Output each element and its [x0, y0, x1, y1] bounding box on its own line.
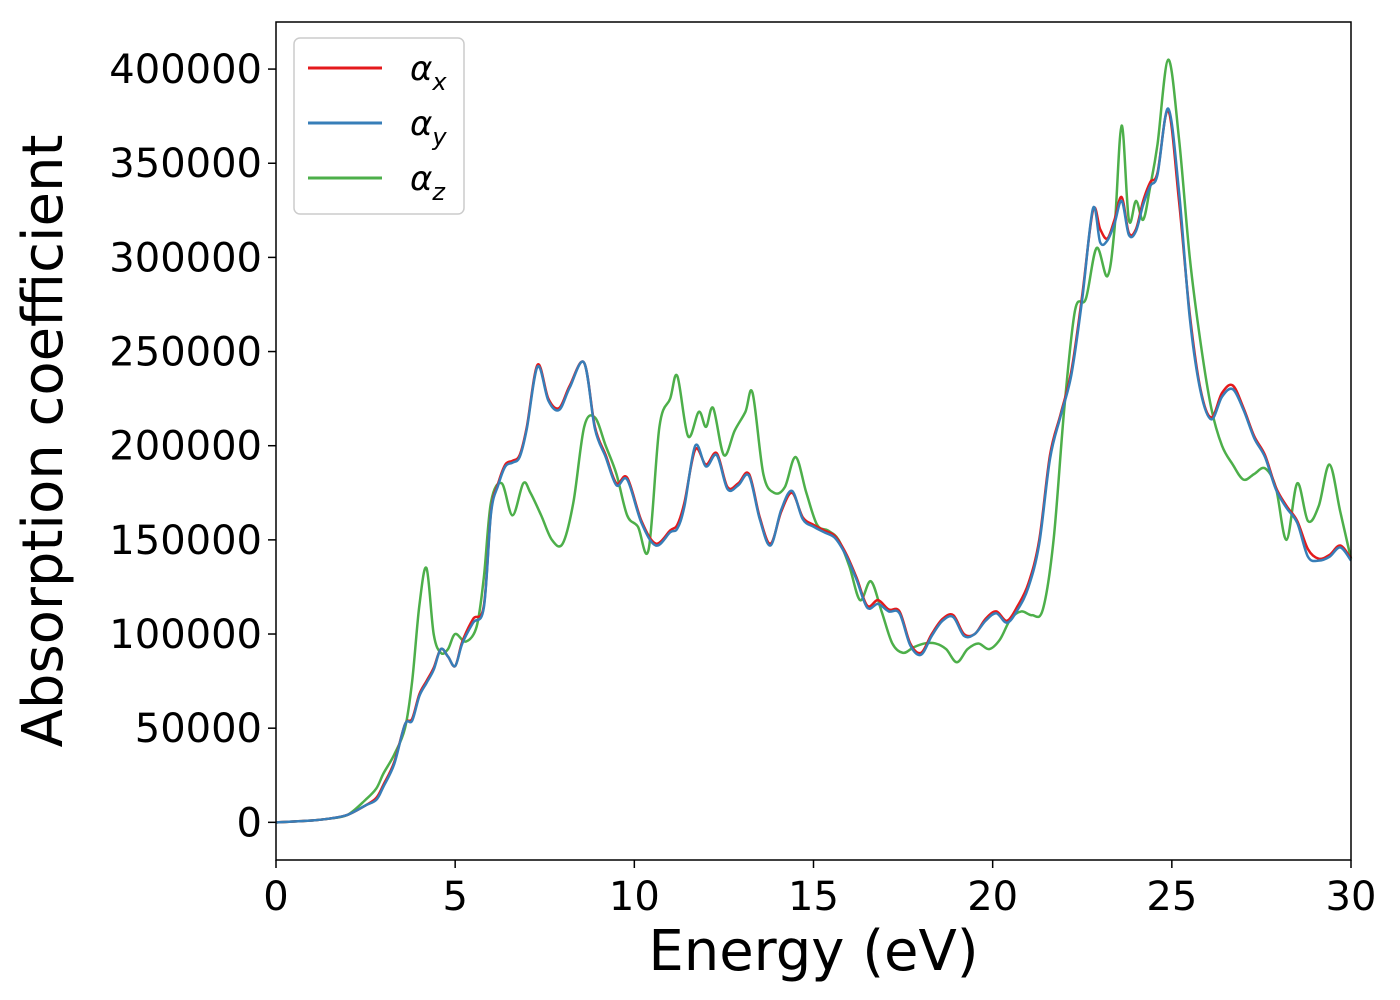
- legend-label-subscript: x: [431, 68, 447, 96]
- legend-label-base: α: [410, 49, 432, 89]
- series-layer: [275, 58, 1353, 824]
- y-tick-label: 50000: [135, 706, 262, 752]
- x-tick-label: 0: [263, 874, 288, 920]
- legend-label-base: α: [410, 104, 432, 144]
- legend-label-y: αy: [410, 104, 447, 151]
- y-tick-label: 0: [237, 800, 262, 846]
- y-tick-label: 300000: [109, 235, 262, 281]
- y-tick-label: 350000: [109, 141, 262, 187]
- x-tick-label: 25: [1146, 874, 1197, 920]
- x-axis: 0 5 10 15 20 25 30: [263, 860, 1376, 920]
- x-axis-label: Energy (eV): [648, 919, 978, 984]
- legend-label-z: αz: [410, 159, 446, 206]
- legend-label-base: α: [410, 159, 432, 199]
- legend-label-subscript: y: [431, 123, 447, 151]
- y-tick-label: 200000: [109, 424, 262, 470]
- x-tick-label: 10: [609, 874, 660, 920]
- x-tick-label: 30: [1326, 874, 1377, 920]
- x-tick-label: 5: [442, 874, 467, 920]
- legend-label-subscript: z: [431, 178, 446, 206]
- x-tick-label: 15: [788, 874, 839, 920]
- x-tick-label: 20: [967, 874, 1018, 920]
- legend-label-x: αx: [410, 49, 447, 96]
- y-tick-label: 100000: [109, 612, 262, 658]
- legend-box: [293, 37, 465, 215]
- y-tick-label: 150000: [109, 518, 262, 564]
- series-line-z: [275, 58, 1353, 824]
- y-axis: 0 50000 100000 150000 200000 250000 300000 3500…: [109, 47, 276, 846]
- y-axis-label: Absorption coefficient: [11, 135, 76, 748]
- y-tick-label: 400000: [109, 47, 262, 93]
- series-line-y: [275, 107, 1353, 824]
- y-tick-label: 250000: [109, 330, 262, 376]
